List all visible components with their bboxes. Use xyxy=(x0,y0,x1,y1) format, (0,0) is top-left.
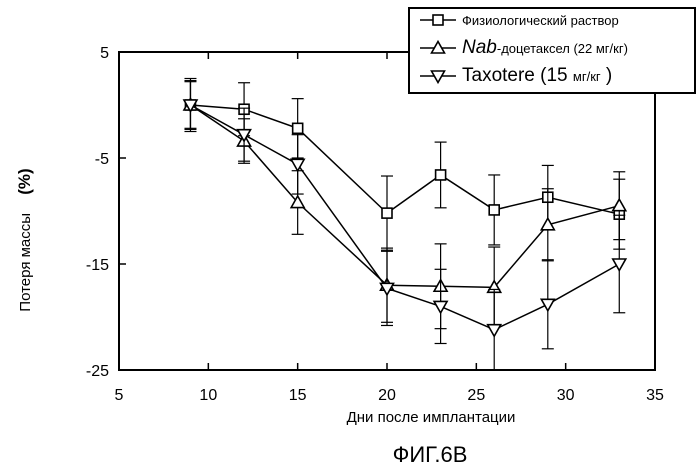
y-axis-title: Потеря массы (%) xyxy=(15,168,34,311)
x-tick-label: 30 xyxy=(557,387,575,404)
data-point xyxy=(541,299,554,311)
y-tick-label: -15 xyxy=(86,257,109,274)
series-line xyxy=(190,105,619,330)
data-point xyxy=(488,325,501,337)
svg-text:Потеря массы (%): Потеря массы (%) xyxy=(15,168,34,311)
data-point xyxy=(613,259,626,271)
data-point xyxy=(489,205,499,215)
y-tick-label: -5 xyxy=(95,151,109,168)
series-layer xyxy=(184,79,626,371)
data-point xyxy=(436,170,446,180)
legend-label: Nab-доцетаксел (22 мг/кг) xyxy=(462,37,628,58)
legend-label: Taxotere (15 мг/кг ) xyxy=(462,65,612,86)
x-tick-label: 20 xyxy=(378,387,396,404)
series-2 xyxy=(184,82,626,329)
x-tick-label: 25 xyxy=(467,387,485,404)
data-point xyxy=(293,123,303,133)
x-tick-label: 5 xyxy=(115,387,124,404)
y-tick-label: -25 xyxy=(86,363,109,380)
series-line xyxy=(190,105,619,287)
data-point xyxy=(613,199,626,211)
axes-layer: 5 10 15 20 25 30 35 5 -5 -15 -25 xyxy=(86,45,664,404)
figure-label: ФИГ.6B xyxy=(393,442,468,467)
data-point xyxy=(291,159,304,171)
legend-label-part: мг/кг xyxy=(573,69,601,84)
x-axis-title: Дни после имплантации xyxy=(347,409,516,426)
legend: Физиологический раствор Nab-доцетаксел (2… xyxy=(409,8,695,93)
legend-label-part: Физиологический раствор xyxy=(462,13,619,28)
series-line xyxy=(190,105,619,214)
legend-marker xyxy=(433,15,443,25)
data-point xyxy=(434,301,447,313)
series-3 xyxy=(184,79,626,371)
y-axis-title-unit: (%) xyxy=(15,168,34,194)
legend-label-part: Nab xyxy=(462,37,497,58)
legend-label-part: ) xyxy=(601,65,613,86)
x-tick-label: 10 xyxy=(199,387,217,404)
x-tick-label: 35 xyxy=(646,387,664,404)
data-point xyxy=(382,208,392,218)
legend-label-part: -доцетаксел (22 мг/кг) xyxy=(497,41,628,56)
legend-label-part: Taxotere (15 xyxy=(462,65,573,86)
x-tick-label: 15 xyxy=(289,387,307,404)
series-1 xyxy=(184,81,625,251)
y-tick-label: 5 xyxy=(100,45,109,62)
legend-label: Физиологический раствор xyxy=(462,13,619,28)
y-axis-title-text: Потеря массы xyxy=(17,213,34,312)
